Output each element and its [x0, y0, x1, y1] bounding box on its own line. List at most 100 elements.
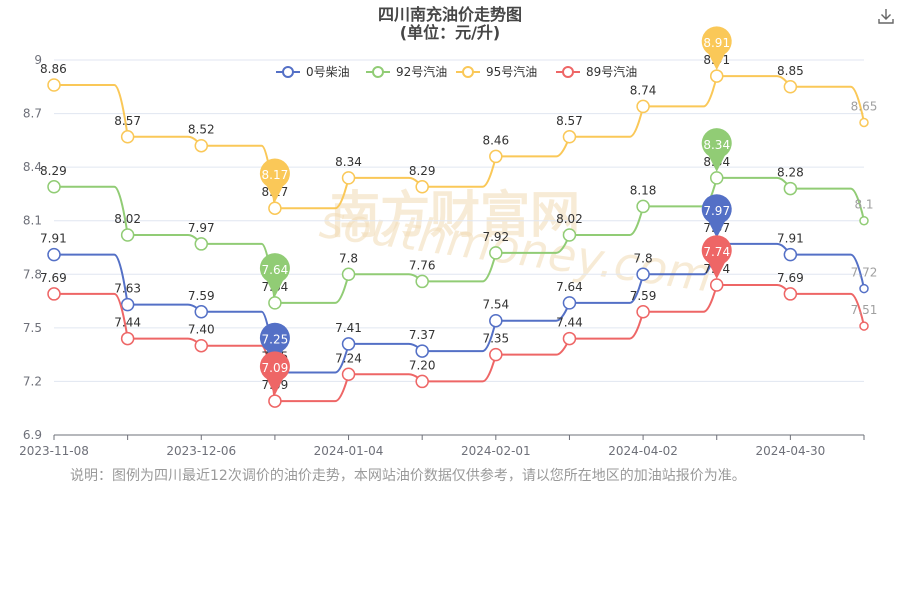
data-point: [341, 337, 356, 351]
chart-subtitle: (单位：元/升): [400, 23, 500, 42]
data-point: [268, 394, 282, 408]
data-point: [562, 228, 577, 242]
data-point: [562, 296, 577, 310]
data-point: [194, 305, 209, 319]
watermark: 南方财富网 southmoney.com: [317, 186, 716, 302]
data-point: [47, 247, 61, 262]
data-point: [636, 305, 650, 319]
data-point: [120, 331, 135, 346]
data-point: [194, 138, 209, 153]
data-point: [859, 283, 869, 294]
marker-pin: 7.25: [259, 322, 290, 367]
legend-label: 89号汽油: [586, 64, 637, 79]
legend-item[interactable]: 95号汽油: [456, 64, 537, 79]
data-point: [489, 313, 503, 328]
data-label: 8.29: [409, 164, 436, 178]
data-point: [120, 130, 135, 144]
data-label: 8.52: [188, 123, 215, 137]
markers: 7.97 7.25 8.34 7.64 8.91 8.17 7.74 7.09: [259, 26, 732, 396]
marker-pin: 8.34: [701, 128, 732, 172]
data-label: 8.86: [40, 62, 67, 76]
x-tick-label: 2023-12-06: [166, 444, 236, 458]
data-label: 7.76: [409, 258, 436, 272]
grid: [54, 59, 864, 382]
data-label: 8.1: [854, 198, 873, 212]
data-label: 8.57: [556, 114, 583, 128]
y-tick-label: 7.5: [23, 321, 42, 335]
data-label: 7.59: [188, 289, 215, 303]
marker-pin-shape: [701, 128, 732, 172]
data-point: [783, 247, 798, 262]
data-point: [636, 99, 650, 114]
data-label: 8.28: [777, 166, 804, 180]
y-tick-label: 7.2: [23, 374, 42, 388]
marker-pin: 7.64: [259, 253, 290, 297]
data-point: [194, 338, 209, 353]
legend-item[interactable]: 0号柴油: [276, 65, 350, 79]
data-label: 8.65: [851, 100, 878, 114]
marker-pin: 7.74: [701, 235, 732, 279]
data-point: [415, 180, 429, 194]
data-label: 8.18: [630, 183, 657, 197]
series-line: [54, 284, 865, 403]
data-label: 8.85: [777, 64, 804, 78]
marker-pin-shape: [259, 322, 290, 367]
data-label: 7.54: [482, 298, 509, 312]
data-label: 7.64: [556, 280, 583, 294]
legend-symbol: [562, 66, 574, 78]
download-icon[interactable]: [876, 6, 896, 26]
data-label: 7.40: [188, 323, 215, 337]
legend-label: 95号汽油: [486, 64, 537, 79]
data-point: [489, 347, 503, 362]
data-point: [47, 287, 61, 301]
data-label: 7.51: [851, 303, 878, 317]
marker-pin-label: 8.34: [703, 138, 730, 152]
data-point: [120, 228, 135, 242]
chart-note: 说明：图例为四川最近12次调价的油价走势，本网站油价数据仅供参考，请以您所在地区…: [70, 468, 746, 484]
data-point: [120, 297, 135, 312]
legend-symbol: [462, 66, 474, 78]
marker-pin: 8.17: [259, 158, 290, 203]
data-point: [415, 374, 429, 389]
legend-item[interactable]: 92号汽油: [366, 64, 447, 79]
legend: 0号柴油 92号汽油 95号汽油 89号汽油: [276, 64, 637, 79]
data-label: 7.59: [630, 289, 657, 303]
data-label: 8.74: [630, 83, 657, 97]
y-tick-label: 6.9: [23, 428, 42, 442]
data-label: 8.46: [482, 133, 509, 147]
x-tick-label: 2023-11-08: [19, 444, 89, 458]
data-label: 7.8: [634, 251, 653, 265]
legend-item[interactable]: 89号汽油: [556, 64, 637, 79]
legend-symbol: [282, 66, 294, 78]
data-label: 7.91: [777, 232, 804, 246]
data-label: 7.69: [777, 271, 804, 285]
data-point: [268, 296, 282, 310]
marker-pin-label: 8.91: [703, 36, 730, 50]
data-point: [415, 274, 429, 289]
x-tick-label: 2024-04-02: [608, 444, 678, 458]
data-point: [562, 331, 577, 346]
marker-pin-label: 7.97: [703, 204, 730, 218]
data-label: 7.72: [851, 266, 878, 280]
x-tick-label: 2024-04-30: [755, 444, 825, 458]
data-label: 7.63: [114, 282, 141, 296]
data-point: [709, 278, 724, 292]
marker-pin: 7.09: [259, 351, 290, 396]
x-tick-label: 2024-01-04: [314, 444, 384, 458]
y-tick-label: 9: [34, 53, 42, 67]
data-label: 7.92: [482, 230, 509, 244]
data-label: 7.41: [335, 321, 362, 335]
data-point: [636, 199, 650, 214]
data-point: [47, 78, 61, 92]
marker-pin-shape: [259, 351, 290, 396]
data-label: 8.57: [114, 114, 141, 128]
data-point: [709, 171, 724, 185]
axes: 6.9 7.2 7.5 7.8 8.1 8.4 8.7 9 2023-11-08 2023-12-…: [19, 53, 865, 458]
data-point: [341, 171, 356, 185]
chart-title: 四川南充油价走势图: [378, 5, 522, 24]
legend-symbol: [372, 66, 384, 78]
y-tick-label: 8.4: [23, 160, 42, 174]
data-point: [783, 80, 798, 94]
data-point: [709, 69, 724, 83]
marker-pin-label: 7.74: [703, 245, 730, 259]
